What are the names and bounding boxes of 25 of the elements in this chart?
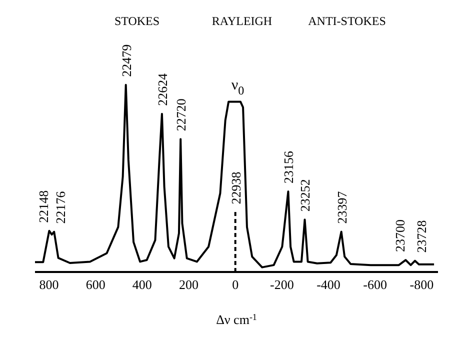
x-tick-label: -800 bbox=[410, 277, 434, 292]
x-axis-title: Δν cm$^{-1}$ bbox=[216, 312, 257, 327]
annotation: 22479 bbox=[118, 44, 134, 77]
x-tick-label: 400 bbox=[132, 277, 152, 292]
annotation: 22148 bbox=[36, 190, 52, 223]
x-tick-label: -600 bbox=[363, 277, 388, 292]
text: STOKES bbox=[113, 14, 161, 29]
annotation: 23728 bbox=[414, 220, 429, 253]
x-tick-label: -200 bbox=[270, 277, 294, 292]
x-tick-label: 600 bbox=[86, 277, 106, 292]
x-tick-label: 800 bbox=[39, 277, 59, 292]
annotation: 22176 bbox=[53, 190, 68, 224]
x-tick-label: 200 bbox=[178, 277, 198, 292]
annotation: 22720 bbox=[174, 98, 189, 132]
x-tick-label: -400 bbox=[316, 277, 340, 292]
annotation: 22938 bbox=[228, 172, 244, 204]
annotation: 22624 bbox=[154, 72, 170, 106]
text: RAYLEIGH bbox=[210, 14, 274, 29]
annotation: 23156 bbox=[281, 150, 296, 184]
annotation: 23397 bbox=[334, 190, 350, 224]
annotation: 23252 bbox=[298, 179, 313, 212]
x-tick-label: 0 bbox=[232, 277, 239, 292]
annotation: ν$_{0}$ bbox=[231, 78, 244, 98]
text: ANTI-STOKES bbox=[307, 14, 387, 29]
annotation: 23700 bbox=[392, 220, 408, 252]
